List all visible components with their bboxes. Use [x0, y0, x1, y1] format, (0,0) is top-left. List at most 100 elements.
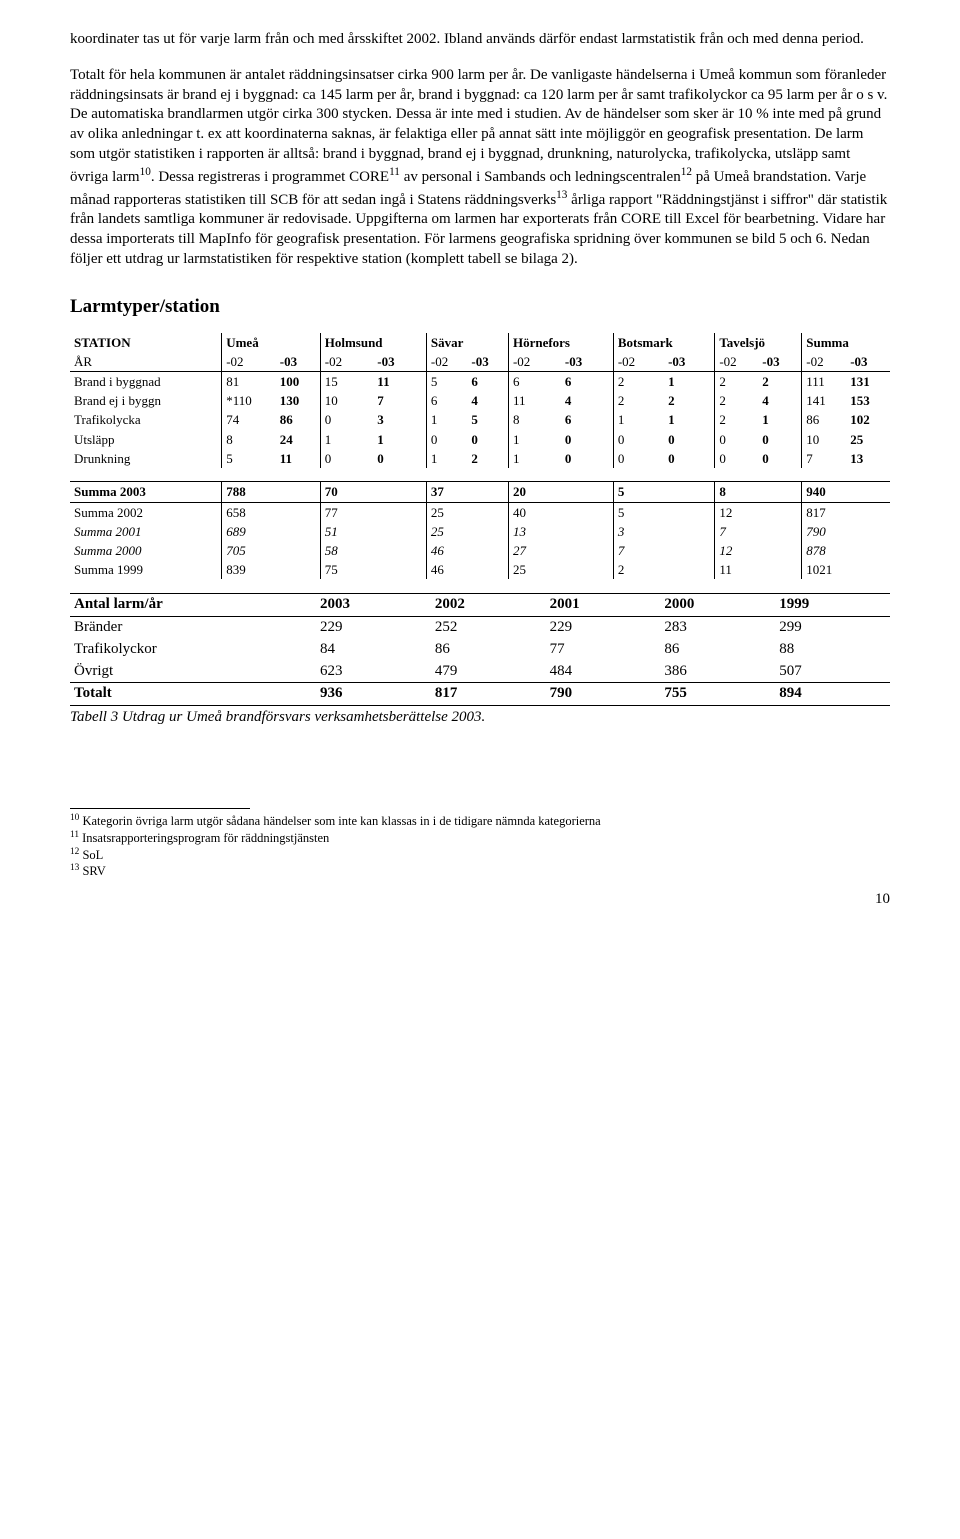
summa-cell: 77	[320, 502, 426, 522]
col-sävar: Sävar	[426, 333, 508, 352]
t2-cell: 479	[431, 661, 546, 683]
summa-cell: 37	[426, 482, 508, 502]
summa-cell: 5	[613, 482, 714, 502]
footnote-ref-10: 10	[140, 166, 151, 178]
summa-cell: 75	[320, 560, 426, 579]
summa-cell: 8	[715, 482, 802, 502]
cell: 0	[561, 430, 613, 449]
t2-row-label: Totalt	[70, 683, 316, 706]
t2-cell: 283	[660, 617, 775, 639]
cell: 7	[373, 391, 426, 410]
summa-cell: 51	[320, 522, 426, 541]
col-botsmark: Botsmark	[613, 333, 714, 352]
summa-label: Summa 2003	[70, 482, 222, 502]
cell: 11	[373, 372, 426, 392]
row-label: Brand ej i byggn	[70, 391, 222, 410]
summa-cell: 2	[613, 560, 714, 579]
col-hörnefors: Hörnefors	[508, 333, 613, 352]
t2-cell: 77	[546, 639, 661, 661]
yr-cell: -02	[426, 352, 467, 372]
summa-cell: 58	[320, 541, 426, 560]
summa-cell: 70	[320, 482, 426, 502]
cell: 1	[373, 430, 426, 449]
cell: 2	[715, 372, 758, 392]
summa-cell: 40	[508, 502, 613, 522]
table-antal-larm: Antal larm/år20032002200120001999Bränder…	[70, 593, 890, 706]
cell: 25	[846, 430, 890, 449]
cell: 6	[561, 372, 613, 392]
cell: 0	[664, 449, 715, 468]
cell: 11	[508, 391, 560, 410]
summa-cell: 1021	[802, 560, 890, 579]
footnote-12: 12 SoL	[70, 847, 890, 864]
cell: 1	[758, 410, 801, 429]
cell: 15	[320, 372, 373, 392]
cell: 5	[222, 449, 276, 468]
cell: 6	[561, 410, 613, 429]
table-caption: Tabell 3 Utdrag ur Umeå brandförsvars ve…	[70, 708, 890, 728]
summa-cell: 878	[802, 541, 890, 560]
col-umeå: Umeå	[222, 333, 321, 352]
summa-cell: 790	[802, 522, 890, 541]
t2-cell: 86	[431, 639, 546, 661]
cell: 4	[467, 391, 508, 410]
cell: 2	[715, 391, 758, 410]
cell: 10	[320, 391, 373, 410]
cell: 6	[426, 391, 467, 410]
cell: 2	[467, 449, 508, 468]
t2-cell: 790	[546, 683, 661, 706]
summa-cell: 658	[222, 502, 321, 522]
cell: 74	[222, 410, 276, 429]
cell: 81	[222, 372, 276, 392]
col-holmsund: Holmsund	[320, 333, 426, 352]
cell: 86	[276, 410, 320, 429]
yr-cell: -03	[664, 352, 715, 372]
yr-cell: -03	[758, 352, 801, 372]
t2-cell: 252	[431, 617, 546, 639]
summa-cell: 839	[222, 560, 321, 579]
t2-cell: 299	[775, 617, 890, 639]
yr-cell: -03	[467, 352, 508, 372]
cell: 7	[802, 449, 846, 468]
cell: 111	[802, 372, 846, 392]
summa-label: Summa 1999	[70, 560, 222, 579]
cell: 0	[320, 449, 373, 468]
summa-cell: 788	[222, 482, 321, 502]
summa-cell: 940	[802, 482, 890, 502]
cell: 2	[613, 372, 664, 392]
summa-cell: 25	[426, 522, 508, 541]
yr-cell: -02	[320, 352, 373, 372]
t2-head: 2001	[546, 594, 661, 617]
yr-cell: -03	[373, 352, 426, 372]
t2-head: Antal larm/år	[70, 594, 316, 617]
col-year: ÅR	[70, 352, 222, 372]
cell: 153	[846, 391, 890, 410]
footnote-10: 10 Kategorin övriga larm utgör sådana hä…	[70, 813, 890, 830]
intro-para-1: koordinater tas ut för varje larm från o…	[70, 30, 890, 50]
footnote-11: 11 Insatsrapporteringsprogram för räddni…	[70, 830, 890, 847]
cell: 5	[467, 410, 508, 429]
t2-cell: 623	[316, 661, 431, 683]
summa-cell: 46	[426, 541, 508, 560]
footnote-ref-13: 13	[556, 189, 567, 201]
t2-cell: 84	[316, 639, 431, 661]
t2-cell: 484	[546, 661, 661, 683]
cell: 2	[758, 372, 801, 392]
footnote-11-text: Insatsrapporteringsprogram för räddnings…	[82, 831, 329, 845]
section-title: Larmtyper/station	[70, 294, 890, 319]
summa-cell: 25	[426, 502, 508, 522]
yr-cell: -02	[613, 352, 664, 372]
cell: 0	[664, 430, 715, 449]
row-label: Utsläpp	[70, 430, 222, 449]
t2-cell: 229	[546, 617, 661, 639]
intro-para-2: Totalt för hela kommunen är antalet rädd…	[70, 66, 890, 270]
cell: 1	[613, 410, 664, 429]
t2-row-label: Övrigt	[70, 661, 316, 683]
cell: 130	[276, 391, 320, 410]
cell: 3	[373, 410, 426, 429]
row-label: Trafikolycka	[70, 410, 222, 429]
table-larmtyper: STATIONUmeåHolmsundSävarHörneforsBotsmar…	[70, 333, 890, 579]
cell: 0	[715, 430, 758, 449]
summa-cell: 5	[613, 502, 714, 522]
summa-cell: 13	[508, 522, 613, 541]
